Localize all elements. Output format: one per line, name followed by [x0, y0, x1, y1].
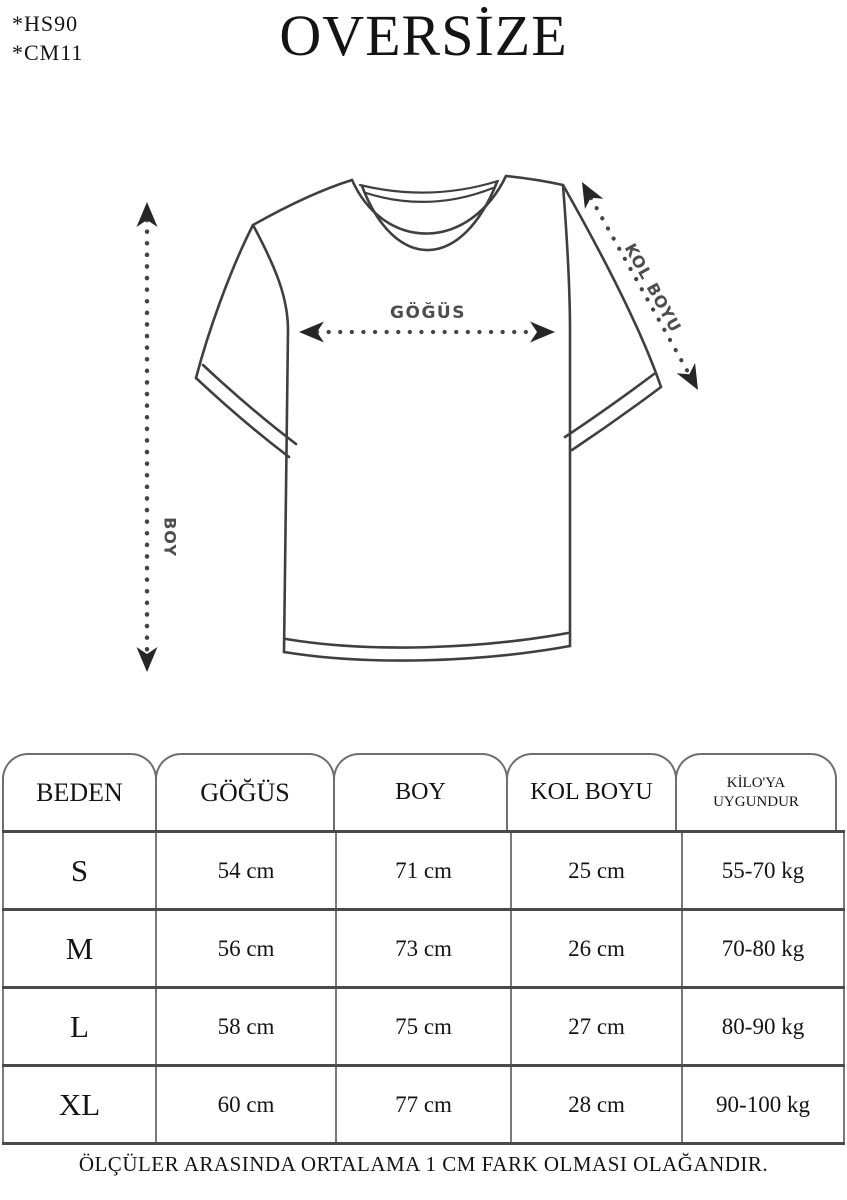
cell-weight: 70-80 kg	[683, 911, 845, 986]
cell-length: 73 cm	[337, 911, 512, 986]
tshirt-drawing	[194, 174, 663, 662]
table-row-m: M 56 cm 73 cm 26 cm 70-80 kg	[2, 911, 845, 989]
col-header-kol-boyu: KOL BOYU	[506, 753, 677, 830]
cell-length: 71 cm	[337, 833, 512, 908]
cell-length: 77 cm	[337, 1067, 512, 1142]
table-row-l: L 58 cm 75 cm 27 cm 80-90 kg	[2, 989, 845, 1067]
length-label: BOY	[160, 517, 180, 557]
cell-sleeve: 27 cm	[512, 989, 683, 1064]
col-header-beden: BEDEN	[2, 753, 157, 830]
col-header-gogus: GÖĞÜS	[155, 753, 335, 830]
length-measure-arrow	[136, 202, 158, 672]
cell-sleeve: 28 cm	[512, 1067, 683, 1142]
cell-weight: 90-100 kg	[683, 1067, 845, 1142]
cell-size: M	[2, 911, 157, 986]
product-code-2: *CM11	[12, 39, 84, 65]
cell-size: S	[2, 833, 157, 908]
cell-weight: 80-90 kg	[683, 989, 845, 1064]
product-codes: *HS90 *CM11	[12, 10, 83, 67]
product-code-1: *HS90	[12, 11, 79, 36]
cell-weight: 55-70 kg	[683, 833, 845, 908]
cell-chest: 56 cm	[157, 911, 337, 986]
table-row-s: S 54 cm 71 cm 25 cm 55-70 kg	[2, 833, 845, 911]
chest-measure-arrow	[299, 321, 555, 343]
cell-chest: 60 cm	[157, 1067, 337, 1142]
size-table: BEDEN GÖĞÜS BOY KOL BOYU KİLO'YA UYGUNDU…	[2, 753, 845, 1145]
size-diagram	[136, 174, 698, 672]
table-row-xl: XL 60 cm 77 cm 28 cm 90-100 kg	[2, 1067, 845, 1145]
tolerance-note: ÖLÇÜLER ARASINDA ORTALAMA 1 CM FARK OLMA…	[78, 1152, 769, 1176]
cell-chest: 58 cm	[157, 989, 337, 1064]
page-title: OVERSİZE	[279, 3, 568, 68]
cell-chest: 54 cm	[157, 833, 337, 908]
size-table-header-row: BEDEN GÖĞÜS BOY KOL BOYU KİLO'YA UYGUNDU…	[2, 753, 845, 833]
cell-length: 75 cm	[337, 989, 512, 1064]
cell-size: XL	[2, 1067, 157, 1142]
col-header-boy: BOY	[333, 753, 508, 830]
sleeve-measure-arrow	[582, 182, 698, 390]
col-header-kilo: KİLO'YA UYGUNDUR	[675, 753, 837, 830]
cell-sleeve: 26 cm	[512, 911, 683, 986]
cell-size: L	[2, 989, 157, 1064]
chest-label: GÖĞÜS	[390, 303, 466, 323]
cell-sleeve: 25 cm	[512, 833, 683, 908]
